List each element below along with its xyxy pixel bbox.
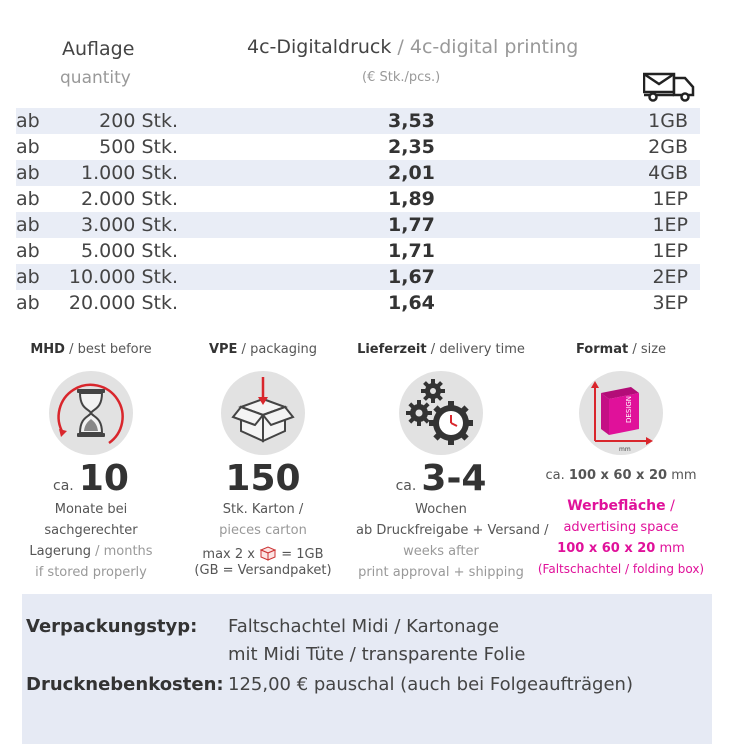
row-quantity: 20.000 Stk. [68,292,178,314]
row-shipping: 4GB [648,162,688,184]
row-shipping: 1EP [652,240,688,262]
packaging-type-value-1: Faltschachtel Midi / Kartonage [228,616,500,637]
row-quantity: 1.000 Stk. [81,162,178,184]
print-costs-value: 125,00 € pauschal (auch bei Folgeaufträg… [228,674,633,695]
format-title: Format / size [575,342,667,357]
delivery-ca: ca. [395,478,417,494]
table-row: ab 5.000 Stk. 1,71 1EP [16,238,700,264]
best-before-line2: sachgerechter [44,523,138,538]
row-prefix: ab [16,136,40,158]
gears-clock-icon [399,371,483,455]
best-before-line4: if stored properly [35,565,147,580]
mini-box-icon [259,546,277,561]
advertising-note: (Faltschachtel / folding box) [537,562,705,576]
quantity-header-de: Auflage [62,38,135,60]
row-quantity: 3.000 Stk. [81,214,178,236]
row-quantity: 10.000 Stk. [68,266,178,288]
print-type-header: 4c-Digitaldruck / 4c-digital printing [247,36,578,58]
row-price: 2,35 [388,136,435,158]
row-prefix: ab [16,214,40,236]
table-row: ab 20.000 Stk. 1,64 3EP [16,290,700,316]
delivery-line3: weeks after [403,544,479,559]
row-quantity: 500 Stk. [99,136,178,158]
table-row: ab 2.000 Stk. 1,89 1EP [16,186,700,212]
row-price: 2,01 [388,162,435,184]
best-before-title: MHD / best before [30,342,152,357]
row-prefix: ab [16,266,40,288]
packaging-type-value-2: mit Midi Tüte / transparente Folie [228,644,526,665]
print-type-de: 4c-Digitaldruck [247,36,392,58]
price-table: ab 200 Stk. 3,53 1GB ab 500 Stk. 2,35 2GB ab 1.… [16,108,700,316]
row-price: 1,89 [388,188,435,210]
row-quantity: 5.000 Stk. [81,240,178,262]
row-price: 1,64 [388,292,435,314]
packaging-line1: Stk. Karton / [222,502,304,517]
box-format-icon: DESIGN mm [579,371,663,455]
row-quantity: 2.000 Stk. [81,188,178,210]
hourglass-icon [49,371,133,455]
packaging-line2: pieces carton [219,523,307,538]
delivery-line4: print approval + shipping [358,565,524,580]
delivery-value: 3-4 [421,458,487,499]
price-unit: (€ Stk./pcs.) [362,70,441,85]
advertising-size: 100 x 60 x 20 mm [557,541,685,556]
table-row: ab 500 Stk. 2,35 2GB [16,134,700,160]
best-before-value: 10 [78,458,129,499]
delivery-line1: Wochen [415,502,467,517]
print-costs-label: Drucknebenkosten: [26,674,224,695]
packaging-section: VPE / packaging 150 Stk. Karton / pieces… [178,342,348,578]
svg-text:DESIGN: DESIGN [625,396,633,423]
row-price: 1,77 [388,214,435,236]
row-prefix: ab [16,292,40,314]
packaging-line4: (GB = Versandpaket) [194,563,332,578]
table-row: ab 200 Stk. 3,53 1GB [16,108,700,134]
row-shipping: 2GB [648,136,688,158]
details-panel: Verpackungstyp: Faltschachtel Midi / Kar… [22,594,712,744]
packaging-title: VPE / packaging [208,342,318,357]
table-row: ab 10.000 Stk. 1,67 2EP [16,264,700,290]
row-price: 1,67 [388,266,435,288]
print-type-sep: / [391,36,410,58]
best-before-section: MHD / best before ca. 10 Monate bei sach… [6,342,176,583]
row-prefix: ab [16,110,40,132]
box-icon [221,371,305,455]
best-before-line3: Lagerung / months [29,544,153,559]
best-before-line1: Monate bei [54,502,128,517]
advertising-title: Werbefläche / [567,498,675,514]
advertising-en: advertising space [563,520,679,535]
delivery-line2: ab Druckfreigabe + Versand / [356,523,549,538]
svg-text:mm: mm [619,446,631,453]
row-shipping: 1GB [648,110,688,132]
delivery-section: Lieferzeit / delivery time [356,342,549,583]
delivery-title: Lieferzeit / delivery time [357,342,525,357]
packaging-type-label: Verpackungstyp: [26,616,198,637]
row-prefix: ab [16,162,40,184]
row-price: 3,53 [388,110,435,132]
packaging-line3: max 2 x = 1GB [202,546,324,562]
row-quantity: 200 Stk. [99,110,178,132]
row-shipping: 3EP [652,292,688,314]
format-size: ca. 100 x 60 x 20 mm [545,468,697,483]
row-prefix: ab [16,188,40,210]
row-prefix: ab [16,240,40,262]
quantity-header-en: quantity [60,68,131,88]
row-price: 1,71 [388,240,435,262]
packaging-value: 150 [225,458,301,499]
table-row: ab 1.000 Stk. 2,01 4GB [16,160,700,186]
truck-mail-icon [643,72,695,102]
best-before-ca: ca. [53,478,74,494]
print-type-en: 4c-digital printing [409,36,579,58]
table-row: ab 3.000 Stk. 1,77 1EP [16,212,700,238]
format-section: Format / size DESIGN mm ca. 100 x 60 x 2… [536,342,706,580]
row-shipping: 1EP [652,214,688,236]
row-shipping: 2EP [652,266,688,288]
row-shipping: 1EP [652,188,688,210]
